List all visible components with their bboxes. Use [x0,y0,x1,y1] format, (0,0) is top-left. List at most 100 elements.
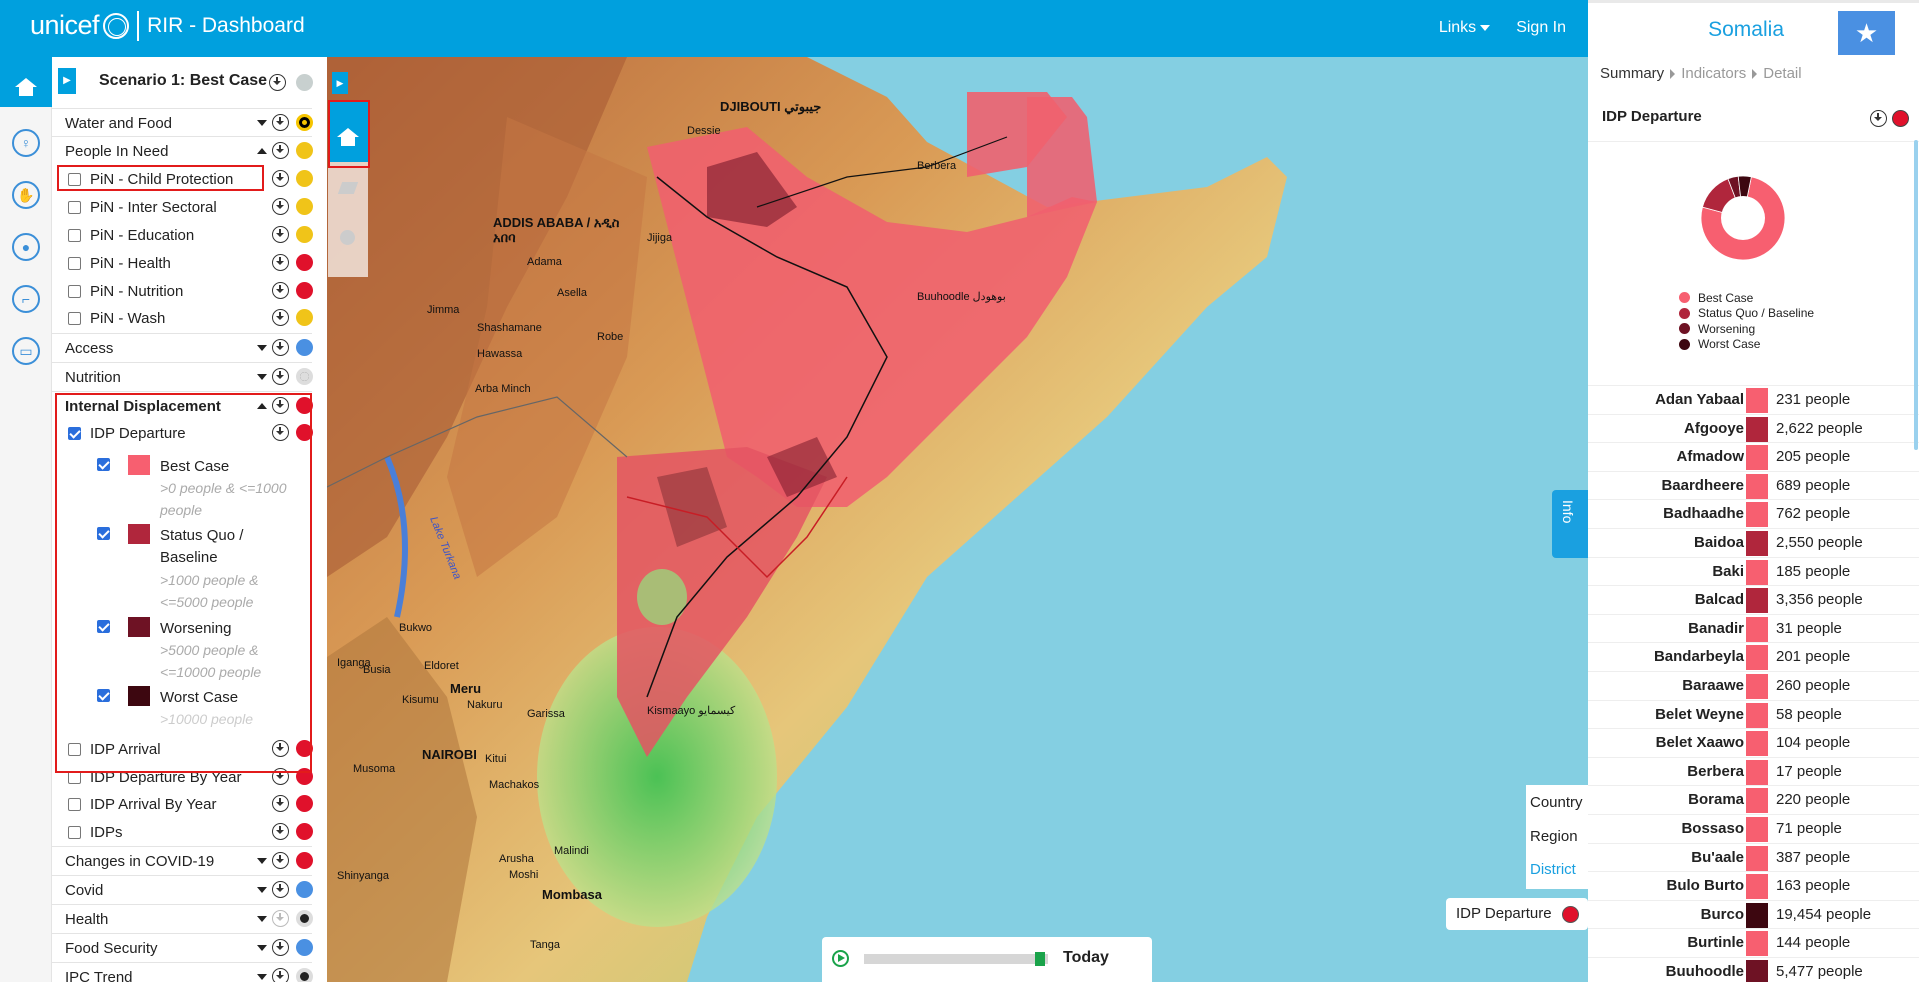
layer-pin-inter-sectoral[interactable]: PiN - Inter Sectoral [52,193,313,221]
brand[interactable]: unicef RIR - Dashboard [30,10,305,41]
timeline-thumb[interactable] [1035,952,1045,966]
layer-checkbox[interactable] [68,257,81,270]
breadcrumb-summary[interactable]: Summary [1600,65,1665,82]
download-icon[interactable] [272,368,289,385]
download-icon[interactable] [272,852,289,869]
timeline-track[interactable] [864,954,1048,964]
layer-checkbox[interactable] [68,312,81,325]
category-access[interactable]: Access [52,333,313,361]
table-row[interactable]: Baraawe 260 people [1588,670,1919,700]
chevron-down-icon[interactable] [257,916,267,922]
legend-checkbox[interactable] [97,689,110,702]
category-water-and-food[interactable]: Water and Food [52,108,313,136]
table-row[interactable]: Buuhoodle 5,477 people [1588,956,1919,982]
layer-checkbox[interactable] [68,826,81,839]
layer-checkbox[interactable] [68,173,81,186]
download-icon[interactable] [272,226,289,243]
table-row[interactable]: Afmadow 205 people [1588,442,1919,471]
layer-idps[interactable]: IDPs [52,818,313,846]
table-row[interactable]: Balcad 3,356 people [1588,585,1919,614]
play-icon[interactable] [832,950,849,967]
wash-nav-button[interactable]: ⌐ [0,273,52,325]
download-icon[interactable] [272,282,289,299]
layer-checkbox[interactable] [68,285,81,298]
child-protection-nav-button[interactable]: ✋ [0,169,52,221]
download-icon[interactable] [272,424,289,441]
basemap-globe-icon[interactable] [340,230,355,245]
download-icon[interactable] [272,339,289,356]
download-icon[interactable] [1870,110,1887,127]
education-nav-button[interactable]: ▭ [0,325,52,377]
download-icon[interactable] [272,968,289,982]
category-changes-in-covid[interactable]: Changes in COVID-19 [52,846,313,874]
table-row[interactable]: Bossaso 71 people [1588,813,1919,843]
breadcrumb-detail[interactable]: Detail [1763,65,1802,82]
table-row[interactable]: Bu'aale 387 people [1588,842,1919,872]
table-row[interactable]: Bulo Burto 163 people [1588,871,1919,900]
category-ipc-trend[interactable]: IPC Trend [52,962,313,982]
layer-pin-nutrition[interactable]: PiN - Nutrition [52,277,313,305]
layer-pin-child-protection[interactable]: PiN - Child Protection [52,165,313,193]
map-home-button[interactable] [328,102,368,162]
layers-icon[interactable] [337,182,359,194]
info-toggle-button[interactable]: Info [1552,490,1588,558]
download-icon[interactable] [272,740,289,757]
table-row[interactable]: Berbera 17 people [1588,756,1919,786]
table-row[interactable]: Burtinle 144 people [1588,928,1919,957]
category-people-in-need[interactable]: People In Need [52,136,313,164]
layer-idp-arrival-by-year[interactable]: IDP Arrival By Year [52,790,313,818]
table-row[interactable]: Banadir 31 people [1588,613,1919,643]
chevron-down-icon[interactable] [257,887,267,893]
table-row[interactable]: Afgooye 2,622 people [1588,413,1919,443]
chevron-down-icon[interactable] [257,120,267,126]
home-button[interactable] [0,57,52,107]
category-internal-displacement[interactable]: Internal Displacement [52,391,313,419]
links-dropdown[interactable]: Links [1439,19,1491,37]
layer-checkbox-checked[interactable] [68,427,81,440]
download-icon[interactable] [272,198,289,215]
table-row[interactable]: Baidoa 2,550 people [1588,527,1919,557]
layer-pin-health[interactable]: PiN - Health [52,249,313,277]
table-row[interactable]: Bandarbeyla 201 people [1588,642,1919,671]
level-region-option[interactable]: Region [1530,828,1578,845]
download-icon[interactable] [272,397,289,414]
download-icon[interactable] [272,142,289,159]
chevron-down-icon[interactable] [257,345,267,351]
legend-checkbox[interactable] [97,527,110,540]
download-icon[interactable] [272,309,289,326]
table-row[interactable]: Baki 185 people [1588,556,1919,586]
download-icon[interactable] [272,768,289,785]
summary-scrollbar[interactable] [1914,140,1918,450]
download-icon[interactable] [272,910,289,927]
table-row[interactable]: Belet Weyne 58 people [1588,699,1919,729]
chevron-up-icon[interactable] [257,403,267,409]
layer-pin-wash[interactable]: PiN - Wash [52,304,313,332]
chevron-down-icon[interactable] [257,974,267,980]
category-covid[interactable]: Covid [52,875,313,903]
download-icon[interactable] [272,114,289,131]
download-icon[interactable] [272,939,289,956]
layer-checkbox[interactable] [68,743,81,756]
table-row[interactable]: Baardheere 689 people [1588,470,1919,500]
health-nav-button[interactable]: ● [0,221,52,273]
table-row[interactable]: Belet Xaawo 104 people [1588,728,1919,757]
chevron-down-icon[interactable] [257,374,267,380]
favorite-button[interactable]: ★ [1838,11,1895,55]
download-icon[interactable] [272,881,289,898]
scenario-download-icon[interactable] [269,74,286,91]
legend-checkbox[interactable] [97,620,110,633]
layer-checkbox[interactable] [68,798,81,811]
expand-tools-button[interactable]: ▶ [332,72,348,94]
nutrition-nav-button[interactable]: ♀ [0,117,52,169]
table-row[interactable]: Burco 19,454 people [1588,899,1919,929]
level-country-option[interactable]: Country [1530,794,1583,811]
level-district-option[interactable]: District [1530,861,1576,878]
legend-checkbox[interactable] [97,458,110,471]
table-row[interactable]: Badhaadhe 762 people [1588,499,1919,528]
layer-checkbox[interactable] [68,201,81,214]
category-health[interactable]: Health [52,904,313,932]
category-nutrition[interactable]: Nutrition [52,362,313,390]
layer-checkbox[interactable] [68,229,81,242]
map-canvas[interactable]: DJIBOUTI جيبوتي ADDIS ABABA / አዲስ አበባ NA… [327,57,1588,982]
chevron-up-icon[interactable] [257,148,267,154]
